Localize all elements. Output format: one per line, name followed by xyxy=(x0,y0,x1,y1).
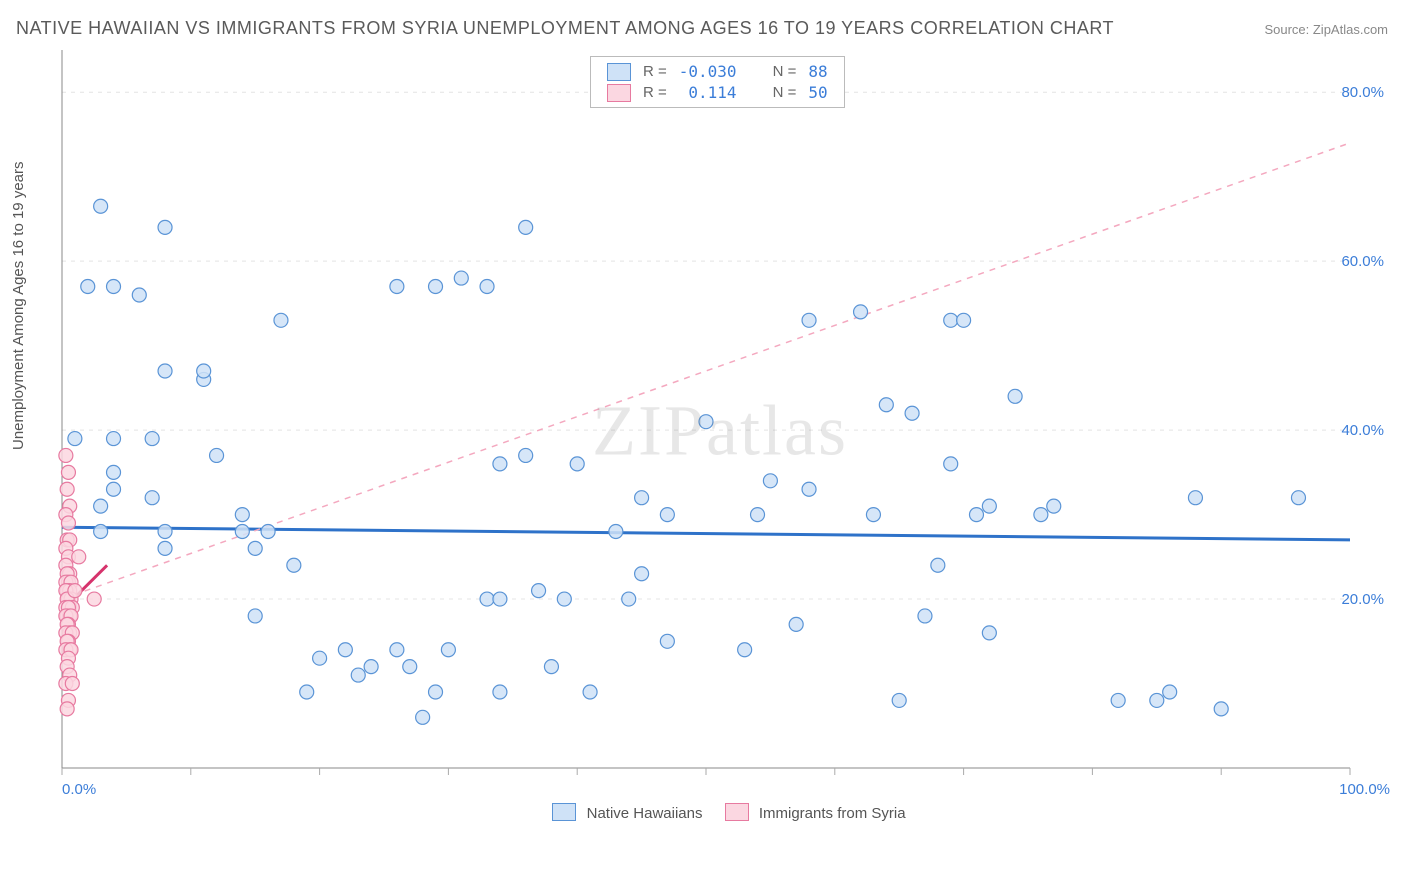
swatch-series-1 xyxy=(725,803,749,821)
swatch-series-0 xyxy=(552,803,576,821)
svg-text:20.0%: 20.0% xyxy=(1341,591,1384,608)
chart-plot-area: 20.0%40.0%60.0%80.0% ZIPatlas R = -0.030… xyxy=(50,50,1390,820)
svg-text:40.0%: 40.0% xyxy=(1341,422,1384,439)
stat-value-n-0: 88 xyxy=(802,61,833,82)
series-legend: Native Hawaiians Immigrants from Syria xyxy=(50,803,1390,822)
stat-value-r-1: 0.114 xyxy=(673,82,743,103)
legend-row-series-0: R = -0.030 N = 88 xyxy=(601,61,834,82)
stat-value-r-0: -0.030 xyxy=(673,61,743,82)
stat-label-n: N = xyxy=(767,61,803,82)
stat-label-r: R = xyxy=(637,82,673,103)
y-axis-label: Unemployment Among Ages 16 to 19 years xyxy=(10,161,27,450)
legend-label-1: Immigrants from Syria xyxy=(759,805,906,822)
chart-svg: 20.0% 40.0% 60.0% 80.0% xyxy=(50,50,1390,820)
stat-label-n: N = xyxy=(767,82,803,103)
legend-row-series-1: R = 0.114 N = 50 xyxy=(601,82,834,103)
chart-title: NATIVE HAWAIIAN VS IMMIGRANTS FROM SYRIA… xyxy=(16,18,1114,39)
legend-label-0: Native Hawaiians xyxy=(587,805,703,822)
swatch-series-1 xyxy=(607,84,631,102)
svg-text:80.0%: 80.0% xyxy=(1341,84,1384,101)
x-axis-label-min: 0.0% xyxy=(62,781,96,798)
svg-text:60.0%: 60.0% xyxy=(1341,253,1384,270)
stat-value-n-1: 50 xyxy=(802,82,833,103)
stat-label-r: R = xyxy=(637,61,673,82)
correlation-legend: R = -0.030 N = 88 R = 0.114 N = 50 xyxy=(590,56,845,108)
x-axis-label-max: 100.0% xyxy=(1339,781,1390,798)
swatch-series-0 xyxy=(607,63,631,81)
source-attribution: Source: ZipAtlas.com xyxy=(1264,22,1388,37)
